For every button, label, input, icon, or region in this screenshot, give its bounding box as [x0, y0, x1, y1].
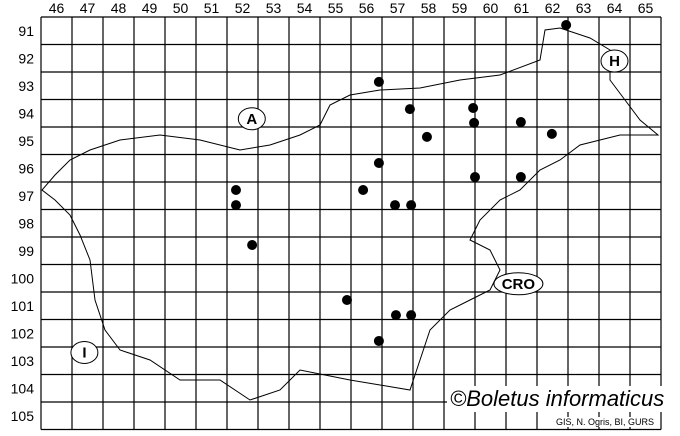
column-label: 64 [607, 0, 623, 16]
record-dot [373, 158, 384, 169]
data-source: GIS, N. Ogris, BI, GURS [554, 417, 657, 427]
column-label: 63 [576, 0, 592, 16]
country-label-ellipse [493, 272, 544, 296]
record-dot [358, 184, 369, 195]
row-label: 95 [18, 133, 34, 149]
record-dot [404, 104, 415, 115]
record-dot [469, 117, 480, 128]
record-dot [546, 128, 557, 139]
copyright-credit: ©Boletus informaticus [447, 386, 668, 412]
column-label: 47 [80, 0, 96, 16]
row-label: 92 [18, 50, 34, 66]
row-label: 103 [11, 353, 35, 369]
row-label: 104 [11, 380, 35, 396]
row-label: 96 [18, 160, 34, 176]
record-dot [406, 310, 417, 321]
column-label: 48 [111, 0, 127, 16]
country-label-ellipse [600, 49, 629, 73]
country-label: CRO [502, 276, 536, 293]
column-label: 58 [421, 0, 437, 16]
row-label: 105 [11, 408, 35, 424]
record-dot [230, 200, 241, 211]
column-label: 49 [142, 0, 158, 16]
row-label: 101 [11, 298, 35, 314]
record-dot [406, 200, 417, 211]
column-label: 55 [328, 0, 344, 16]
record-dot [390, 200, 401, 211]
record-dot [247, 239, 258, 250]
column-label: 65 [638, 0, 654, 16]
record-dot [515, 172, 526, 183]
column-label: 51 [204, 0, 220, 16]
record-dot [561, 19, 572, 30]
column-label: 60 [483, 0, 499, 16]
row-label: 99 [18, 243, 34, 259]
column-label: 46 [49, 0, 65, 16]
country-label: H [609, 53, 620, 70]
record-dot [341, 294, 352, 305]
column-label: 50 [173, 0, 189, 16]
column-label: 52 [235, 0, 251, 16]
column-label: 54 [297, 0, 313, 16]
country-label-ellipse [70, 341, 99, 364]
record-dot [230, 184, 241, 195]
row-label: 102 [11, 325, 35, 341]
record-dot [421, 131, 432, 142]
column-label: 62 [545, 0, 561, 16]
row-label: 91 [18, 23, 34, 39]
country-label: A [246, 111, 257, 128]
record-dot [515, 117, 526, 128]
record-dot [373, 335, 384, 346]
row-label: 97 [18, 188, 34, 204]
record-dot [390, 310, 401, 321]
record-dot [373, 76, 384, 87]
column-label: 59 [452, 0, 468, 16]
row-label: 100 [11, 270, 35, 286]
country-label: I [82, 345, 86, 362]
country-label-ellipse [237, 107, 266, 131]
row-label: 93 [18, 78, 34, 94]
record-dot [468, 103, 479, 114]
column-label: 57 [390, 0, 406, 16]
row-label: 98 [18, 215, 34, 231]
column-label: 53 [266, 0, 282, 16]
column-label: 56 [359, 0, 375, 16]
column-label: 61 [514, 0, 530, 16]
record-dot [470, 172, 480, 183]
row-label: 94 [18, 105, 34, 121]
